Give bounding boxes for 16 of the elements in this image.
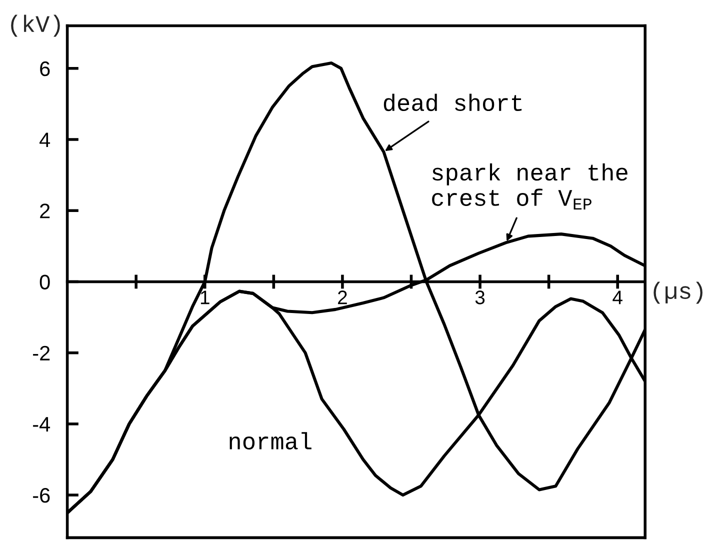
- y-tick-label: 4: [40, 132, 50, 148]
- y-tick-label: 6: [40, 61, 50, 76]
- series-label: normal: [230, 432, 312, 450]
- series-label: dead short: [384, 94, 522, 112]
- x-tick-label: 4: [612, 290, 622, 304]
- x-axis-title: (µs): [654, 282, 702, 304]
- y-tick-label: -2: [33, 346, 50, 360]
- y-axis-title: (kV): [11, 14, 60, 37]
- y-tick-label: 2: [40, 204, 50, 218]
- y-tick-label: -4: [33, 417, 50, 432]
- y-tick-label: -6: [33, 488, 50, 503]
- x-tick-label: 1: [200, 290, 210, 304]
- x-tick-label: 2: [338, 290, 347, 304]
- y-tick-label: 0: [40, 274, 50, 290]
- x-tick-label: 3: [475, 290, 485, 304]
- series-label: spark near the crest of V$_{EP}$: [432, 163, 628, 210]
